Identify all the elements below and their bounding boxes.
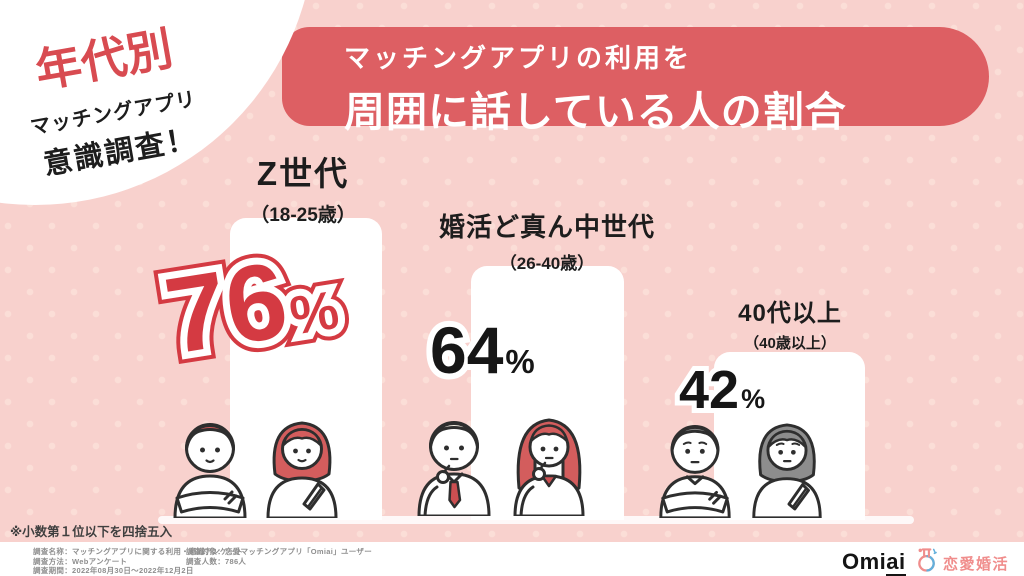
- survey-sample-size: 調査人数：786人: [186, 556, 247, 566]
- bar-label-title: 40代以上: [738, 300, 842, 327]
- baseline: [158, 516, 914, 524]
- older-woman-illustration: [744, 414, 830, 518]
- title-line-1: マッチングアプリの利用を: [344, 43, 693, 73]
- title-banner: マッチングアプリの利用を 周囲に話している人の割合: [282, 27, 989, 135]
- bar-label-age-range: （18-25歳）: [250, 205, 356, 226]
- survey-method: 調査方法：Webアンケート: [33, 556, 128, 566]
- title-line-2: 周囲に話している人の割合: [344, 89, 847, 135]
- survey-name: 調査名称：マッチングアプリに関する利用・意識アンケート: [33, 547, 244, 556]
- survey-details-column-1: 調査名称：マッチングアプリに関する利用・意識アンケート 調査方法：Webアンケー…: [33, 547, 243, 576]
- bar-label-title: Z世代: [256, 155, 350, 192]
- survey-target: 調査対象：恋愛マッチングアプリ「Omiai」ユーザー: [186, 547, 372, 556]
- bar-label-age-range: （26-40歳）: [499, 254, 595, 273]
- bar-label-z-generation: Z世代 （18-25歳）: [193, 147, 413, 227]
- older-man-illustration: [652, 416, 738, 518]
- bar-label-marriage-hunting: 婚活ど真ん中世代 （26-40歳）: [427, 207, 667, 274]
- survey-details-column-2: 調査対象：恋愛マッチングアプリ「Omiai」ユーザー 調査人数：786人: [186, 547, 372, 566]
- bar-label-over-40: 40代以上 （40歳以上）: [682, 293, 898, 353]
- love-marriage-lab-logo: 恋愛婚活ラボ: [943, 556, 1010, 573]
- bar-label-age-range: （40歳以上）: [744, 335, 836, 352]
- percent-value-over-40: 42% 42%: [674, 358, 770, 422]
- rounding-footnote: ※小数第１位以下を四捨五入: [10, 525, 173, 539]
- percent-value-marriage-hunting: 64% 64%: [424, 311, 541, 389]
- thinking-woman-illustration: [505, 410, 593, 516]
- footer-bar: 調査名称：マッチングアプリに関する利用・意識アンケート 調査方法：Webアンケー…: [0, 542, 1024, 576]
- lab-flask-icon: [918, 548, 937, 572]
- percent-value-z-generation: 76% 76% 76%: [147, 227, 354, 387]
- young-man-illustration: [166, 414, 254, 518]
- survey-period: 調査期間：2022年08月30日～2022年12月2日: [33, 566, 194, 575]
- bar-label-title: 婚活ど真ん中世代: [438, 212, 655, 242]
- badge-content: 年代別 マッチングアプリ 意識調査！: [2, 7, 220, 187]
- young-woman-illustration: [258, 412, 346, 518]
- thinking-man-illustration: [410, 412, 498, 516]
- omiai-logo: Omiai: [842, 549, 906, 576]
